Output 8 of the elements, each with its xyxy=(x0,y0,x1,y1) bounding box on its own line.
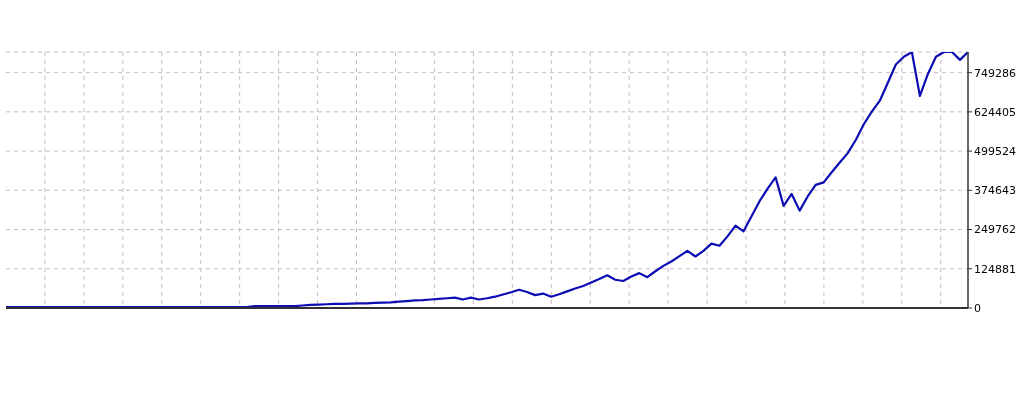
y-tick-label: 374643 xyxy=(974,184,1016,198)
y-tick-label: 624405 xyxy=(974,105,1016,119)
y-tick-label: 124881 xyxy=(974,262,1016,276)
line-series xyxy=(4,52,970,308)
y-tick-label: 499524 xyxy=(974,145,1016,158)
y-tick-label: 249762 xyxy=(974,223,1016,237)
y-tick-label: 0 xyxy=(974,301,981,315)
y-tick-label: 749286 xyxy=(974,66,1016,80)
